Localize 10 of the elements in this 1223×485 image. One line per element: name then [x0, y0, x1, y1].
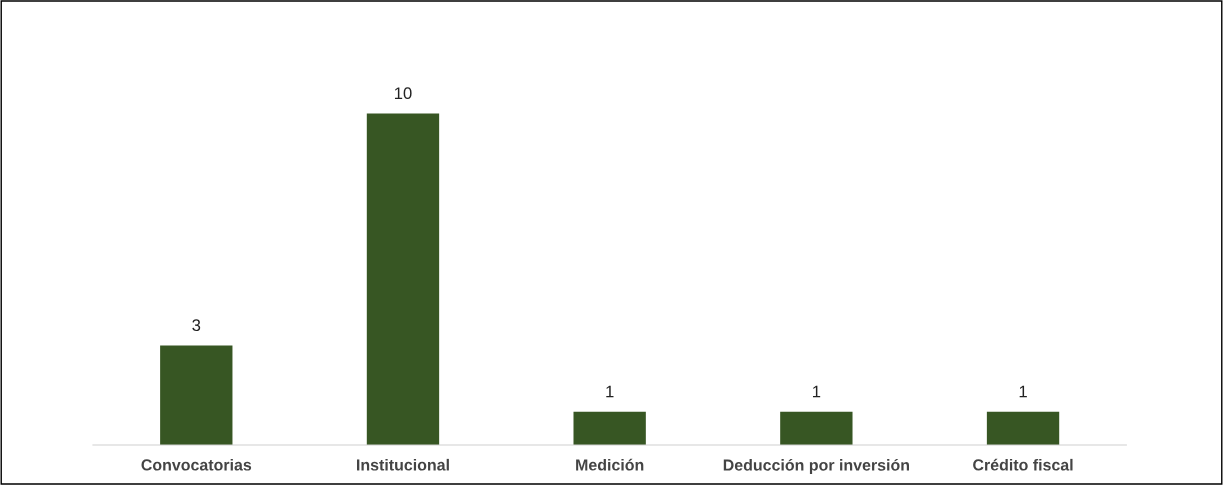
x-tick-label: Convocatorias	[141, 458, 252, 471]
x-tick-label: Institucional	[357, 458, 449, 471]
x-tick-label: Medición	[576, 458, 644, 471]
x-tick-label: Deducción por inversión	[723, 458, 909, 474]
x-tick-label: Crédito fiscal	[973, 458, 1073, 471]
data-label: 10	[394, 87, 412, 100]
data-label: 1	[606, 385, 614, 398]
data-label: 1	[812, 385, 821, 398]
data-label: 3	[192, 319, 201, 332]
data-label: 1	[1019, 385, 1027, 398]
